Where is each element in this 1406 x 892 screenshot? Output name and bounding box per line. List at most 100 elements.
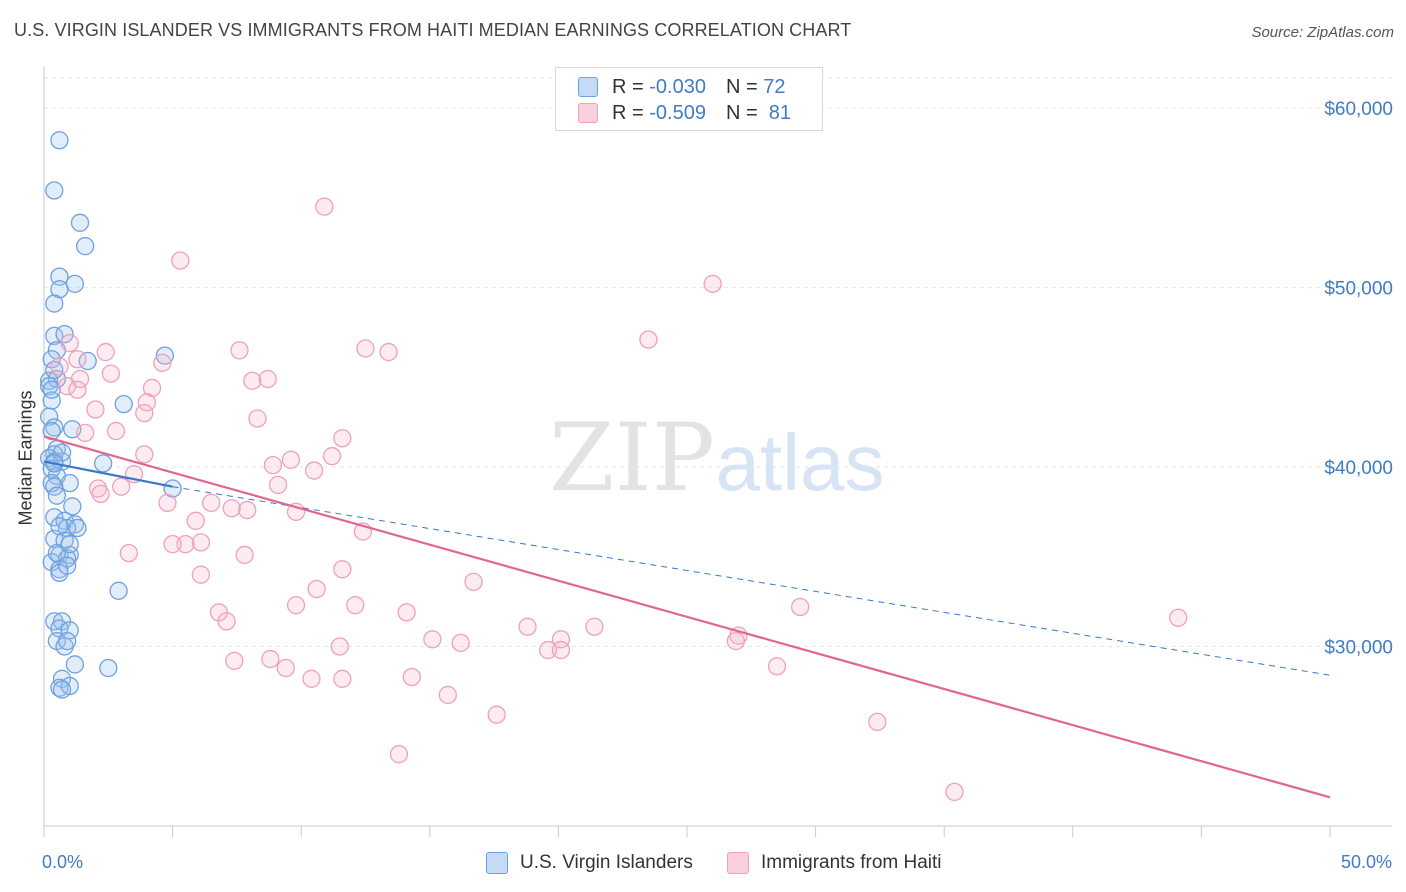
point-immigrants-from-haiti	[315, 197, 334, 216]
point-immigrants-from-haiti	[791, 597, 810, 617]
point-immigrants-from-haiti	[191, 565, 211, 584]
series2-swatch	[578, 103, 598, 123]
point-immigrants-from-haiti	[438, 685, 457, 705]
point-immigrants-from-haiti	[307, 579, 326, 599]
y-tick-label: $50,000	[1324, 278, 1393, 299]
point-immigrants-from-haiti	[268, 475, 288, 495]
point-immigrants-from-haiti	[356, 339, 375, 358]
point-immigrants-from-haiti	[402, 667, 421, 687]
y-tick-label: $60,000	[1324, 99, 1393, 120]
point-immigrants-from-haiti	[258, 369, 277, 389]
point-immigrants-from-haiti	[153, 353, 172, 372]
point-us-virgin-islanders	[45, 181, 64, 200]
r-label: R =	[612, 101, 644, 124]
point-us-virgin-islanders	[50, 280, 69, 299]
point-immigrants-from-haiti	[106, 421, 126, 441]
point-immigrants-from-haiti	[202, 493, 221, 513]
point-us-virgin-islanders	[60, 473, 79, 493]
x-tick-label-min: 0.0%	[42, 852, 84, 872]
x-tick-label-max: 50.0%	[1340, 852, 1392, 872]
point-us-virgin-islanders	[60, 621, 79, 640]
point-immigrants-from-haiti	[945, 782, 964, 802]
point-us-virgin-islanders	[109, 581, 128, 600]
series2-legend-label: Immigrants from Haiti	[761, 852, 942, 873]
point-immigrants-from-haiti	[248, 409, 267, 428]
point-immigrants-from-haiti	[551, 630, 571, 649]
point-immigrants-from-haiti	[135, 403, 154, 423]
point-immigrants-from-haiti	[333, 429, 352, 448]
point-immigrants-from-haiti	[330, 637, 349, 656]
point-immigrants-from-haiti	[119, 543, 139, 563]
point-us-virgin-islanders	[52, 680, 72, 699]
point-us-virgin-islanders	[57, 556, 77, 575]
legend-row-series1: R = -0.030 N = 72	[556, 74, 785, 100]
y-tick-label: $30,000	[1324, 637, 1393, 658]
point-us-virgin-islanders	[47, 543, 67, 563]
point-us-virgin-islanders	[65, 274, 85, 293]
point-immigrants-from-haiti	[225, 651, 244, 670]
point-immigrants-from-haiti	[96, 342, 115, 362]
point-immigrants-from-haiti	[389, 745, 409, 764]
point-immigrants-from-haiti	[158, 493, 177, 513]
y-tick-label: $40,000	[1324, 458, 1393, 479]
point-us-virgin-islanders	[47, 486, 67, 505]
point-immigrants-from-haiti	[222, 499, 241, 518]
point-us-virgin-islanders	[50, 267, 69, 286]
point-immigrants-from-haiti	[76, 423, 95, 442]
trend-line-us-virgin-islanders-extension	[172, 486, 1331, 676]
point-immigrants-from-haiti	[423, 630, 442, 649]
point-us-virgin-islanders	[70, 213, 90, 232]
watermark-atlas: atlas	[716, 418, 885, 507]
point-us-virgin-islanders	[45, 294, 64, 313]
point-immigrants-from-haiti	[91, 484, 110, 504]
point-immigrants-from-haiti	[585, 617, 604, 636]
point-immigrants-from-haiti	[451, 633, 470, 653]
point-immigrants-from-haiti	[464, 572, 483, 591]
point-immigrants-from-haiti	[137, 393, 157, 412]
point-us-virgin-islanders	[65, 655, 85, 674]
point-immigrants-from-haiti	[263, 456, 283, 475]
point-us-virgin-islanders	[63, 497, 82, 516]
point-immigrants-from-haiti	[261, 649, 280, 669]
y-axis-label: Median Earnings	[15, 390, 36, 526]
point-immigrants-from-haiti	[176, 534, 195, 554]
n-value: 81	[768, 101, 792, 124]
point-us-virgin-islanders	[76, 236, 95, 256]
point-immigrants-from-haiti	[50, 357, 69, 376]
bottom-legend-series2: Immigrants from Haiti	[727, 852, 942, 874]
r-label: R =	[612, 75, 644, 98]
trend-line-us-virgin-islanders	[43, 460, 173, 488]
n-label: N =	[725, 101, 758, 124]
point-us-virgin-islanders	[114, 394, 133, 414]
point-immigrants-from-haiti	[86, 400, 105, 419]
point-immigrants-from-haiti	[243, 371, 262, 390]
point-immigrants-from-haiti	[868, 712, 887, 732]
point-us-virgin-islanders	[50, 563, 69, 583]
point-immigrants-from-haiti	[1169, 608, 1188, 627]
point-us-virgin-islanders	[155, 346, 175, 365]
r-value: -0.030	[649, 75, 706, 98]
source-credit: Source: ZipAtlas.com	[1251, 24, 1394, 41]
point-us-virgin-islanders	[55, 324, 74, 344]
point-immigrants-from-haiti	[163, 534, 182, 554]
point-us-virgin-islanders	[42, 380, 61, 399]
point-us-virgin-islanders	[163, 479, 182, 498]
point-immigrants-from-haiti	[171, 251, 190, 270]
point-immigrants-from-haiti	[379, 342, 398, 362]
point-immigrants-from-haiti	[191, 533, 211, 552]
point-immigrants-from-haiti	[57, 377, 77, 396]
point-immigrants-from-haiti	[551, 640, 571, 660]
trend-lines	[43, 435, 1331, 799]
point-us-virgin-islanders	[45, 508, 64, 527]
n-value: 72	[763, 75, 786, 98]
axes	[43, 66, 1392, 837]
point-immigrants-from-haiti	[346, 596, 365, 615]
point-immigrants-from-haiti	[142, 378, 162, 398]
point-immigrants-from-haiti	[487, 705, 506, 724]
series2-legend-swatch	[727, 852, 749, 874]
point-immigrants-from-haiti	[333, 669, 352, 688]
watermark-zip: ZIP	[549, 404, 715, 513]
point-immigrants-from-haiti	[68, 350, 87, 369]
r-value: -0.509	[649, 101, 706, 124]
point-immigrants-from-haiti	[238, 500, 257, 520]
